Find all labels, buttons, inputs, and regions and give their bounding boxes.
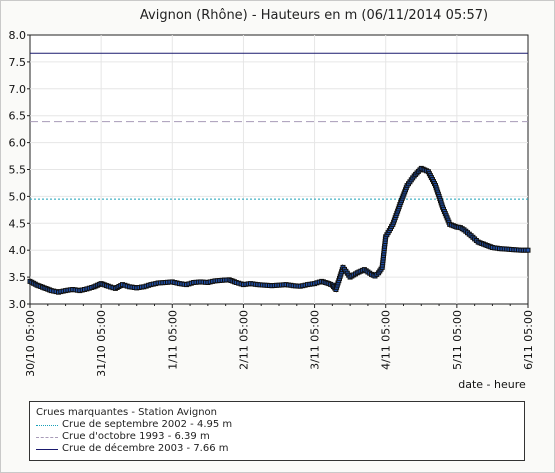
reference-lines [30,52,528,200]
legend-item-dec-2003: Crue de décembre 2003 - 7.66 m [36,443,524,455]
legend-label: Crue de septembre 2002 - 4.95 m [62,419,233,430]
data-point [525,247,531,253]
chart-title: Avignon (Rhône) - Hauteurs en m (06/11/2… [140,8,488,23]
legend-label: Crue de décembre 2003 - 7.66 m [62,443,229,454]
x-tick-label: 1/11 05:00 [166,310,179,370]
x-axis-title: date - heure [458,378,526,391]
x-tick-label: 3/11 05:00 [309,310,322,370]
y-tick-label: 3.5 [9,271,27,284]
x-tick-label: 2/11 05:00 [237,310,250,370]
x-tick-label: 6/11 05:00 [522,310,535,370]
y-tick-label: 6.5 [9,110,27,123]
y-axis-ticks: 3.0 3.5 4.0 4.5 5.0 5.5 6.0 6.5 7.0 7.5 8.0 [9,29,30,311]
dashed-line-swatch [36,436,58,438]
series-layer [27,165,531,295]
legend-item-sept-2002: Crue de septembre 2002 - 4.95 m [36,419,524,431]
y-tick-label: 6.0 [9,137,27,150]
y-tick-label: 3.0 [9,298,27,311]
y-tick-label: 4.5 [9,217,27,230]
x-tick-label: 31/10 05:00 [95,310,108,377]
y-tick-label: 7.5 [9,56,27,69]
y-tick-label: 5.0 [9,190,27,203]
y-tick-label: 5.5 [9,164,27,177]
x-tick-label: 30/10 05:00 [24,310,37,377]
legend-label: Crue d'octobre 1993 - 6.39 m [62,431,210,442]
legend-item-oct-1993: Crue d'octobre 1993 - 6.39 m [36,431,524,443]
legend-title: Crues marquantes - Station Avignon [36,407,218,418]
legend: Crues marquantes - Station Avignon Crue … [29,401,525,461]
solid-line-swatch [36,448,58,450]
y-tick-label: 7.0 [9,83,27,96]
grid [30,35,528,304]
y-tick-label: 8.0 [9,29,27,42]
dotted-line-swatch [36,424,58,426]
x-axis-ticks: 30/10 05:00 31/10 05:00 1/11 05:00 2/11 05:… [24,304,535,377]
x-tick-label: 5/11 05:00 [451,310,464,370]
x-tick-label: 4/11 05:00 [380,310,393,370]
y-tick-label: 4.0 [9,244,27,257]
